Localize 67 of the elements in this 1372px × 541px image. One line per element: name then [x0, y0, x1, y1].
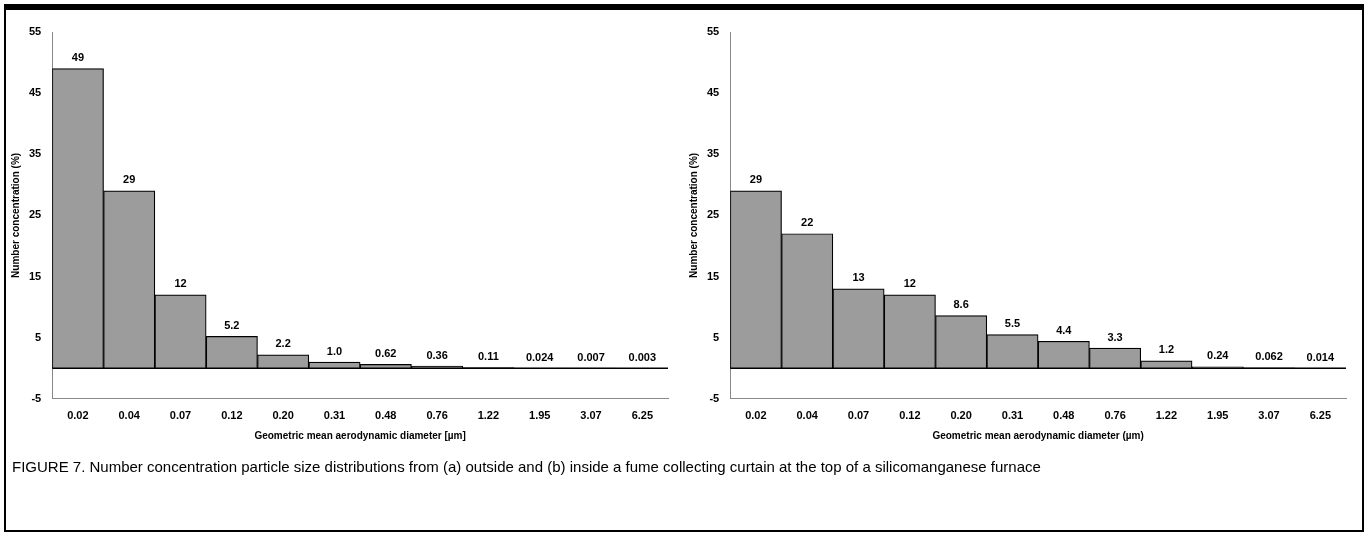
x-tick-label: 0.76 — [426, 409, 448, 422]
data-label: 0.024 — [525, 350, 555, 363]
data-label: 29 — [123, 173, 136, 186]
x-tick-label: 1.22 — [477, 409, 500, 422]
data-label: 5.5 — [1004, 317, 1021, 330]
data-label: 0.11 — [478, 350, 499, 363]
x-tick-label: 0.12 — [221, 409, 243, 422]
x-tick-label: 0.02 — [745, 409, 767, 422]
x-axis-title: Geometric mean aerodynamic diameter [µm] — [254, 429, 466, 441]
y-tick-label: 35 — [706, 147, 720, 160]
x-tick-label: 6.25 — [631, 409, 654, 422]
x-tick-label: 0.31 — [323, 409, 346, 422]
x-tick-label: 0.48 — [375, 409, 397, 422]
data-label: 4.4 — [1056, 323, 1073, 336]
y-tick-label: 35 — [28, 147, 42, 160]
data-label: 0.24 — [1207, 349, 1230, 362]
caption: FIGURE 7. Number concentration particle size distributions from (a) outside and (b) inside a fume collecting curtain at the top of a silicomanganese furnace — [12, 457, 1042, 477]
data-label: 49 — [71, 51, 85, 64]
data-label: 29 — [749, 173, 763, 186]
data-label: 0.007 — [577, 350, 605, 363]
y-tick-label: 55 — [706, 25, 720, 38]
y-tick-label: 45 — [28, 86, 42, 99]
y-tick-label: 55 — [28, 25, 42, 38]
x-tick-label: 0.12 — [899, 409, 921, 422]
x-tick-label: 0.20 — [272, 409, 294, 422]
y-tick-label: -5 — [709, 391, 720, 404]
data-label: 22 — [801, 216, 814, 229]
y-tick-label: -5 — [31, 391, 42, 404]
y-tick-label: 25 — [706, 208, 720, 221]
data-label: 0.062 — [1255, 350, 1283, 363]
data-label: 1.2 — [1158, 343, 1175, 356]
y-axis-title: Number concentration (%) — [687, 152, 699, 278]
x-tick-label: 1.95 — [1207, 409, 1229, 422]
x-tick-label: 0.20 — [950, 409, 972, 422]
data-label: 0.003 — [628, 350, 657, 363]
data-label: 12 — [174, 277, 187, 290]
data-label: 8.6 — [953, 298, 969, 311]
x-tick-label: 0.02 — [67, 409, 89, 422]
x-axis-title: Geometric mean aerodynamic diameter (µm) — [932, 429, 1144, 441]
y-tick-label: 15 — [706, 269, 720, 282]
x-tick-label: 3.07 — [1258, 409, 1280, 422]
x-tick-label: 0.07 — [169, 409, 192, 422]
x-tick-label: 3.07 — [580, 409, 602, 422]
y-tick-label: 45 — [706, 86, 720, 99]
y-tick-label: 5 — [713, 330, 720, 343]
y-tick-label: 25 — [28, 208, 42, 221]
data-label: 0.36 — [426, 348, 448, 361]
data-label: 0.014 — [1306, 350, 1335, 363]
data-label: 5.2 — [224, 318, 240, 331]
y-axis-title: Number concentration (%) — [9, 152, 21, 278]
x-tick-label: 0.31 — [1001, 409, 1024, 422]
data-label: 3.3 — [1107, 330, 1123, 343]
x-tick-label: 1.22 — [1155, 409, 1178, 422]
data-label: 12 — [903, 277, 916, 290]
y-tick-label: 5 — [35, 330, 42, 343]
data-label: 1.0 — [326, 344, 343, 357]
x-tick-label: 0.07 — [847, 409, 870, 422]
x-tick-label: 6.25 — [1309, 409, 1332, 422]
x-tick-label: 0.04 — [796, 409, 819, 422]
x-tick-label: 0.48 — [1053, 409, 1075, 422]
y-tick-label: 15 — [28, 269, 42, 282]
x-tick-label: 1.95 — [529, 409, 551, 422]
x-tick-label: 0.76 — [1104, 409, 1126, 422]
data-label: 2.2 — [275, 337, 291, 350]
data-label: 13 — [852, 271, 865, 284]
data-label: 0.62 — [375, 346, 397, 359]
x-tick-label: 0.04 — [118, 409, 141, 422]
